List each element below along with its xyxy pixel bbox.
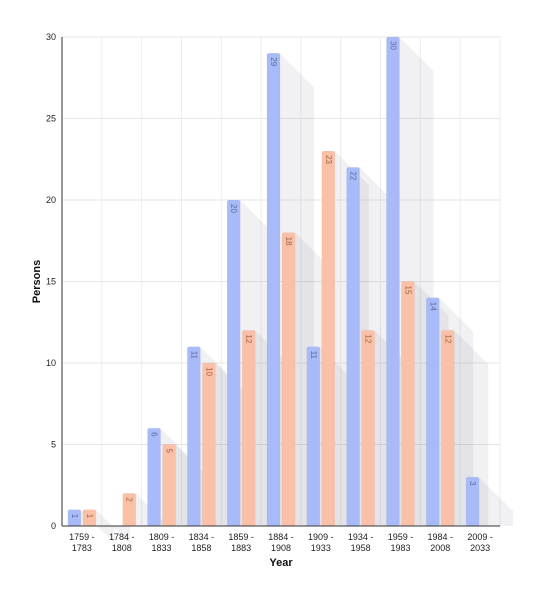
bar-value-label: 11 xyxy=(189,351,198,360)
bar-value-label: 12 xyxy=(364,334,373,343)
x-axis-title: Year xyxy=(269,557,293,569)
bar xyxy=(281,232,296,527)
y-tick-label: 20 xyxy=(46,195,56,205)
bar xyxy=(361,330,375,527)
bar xyxy=(321,150,336,527)
bar-value-label: 14 xyxy=(428,302,437,311)
y-tick-label: 15 xyxy=(46,277,56,287)
x-tick-label: 1884 -1908 xyxy=(268,532,294,553)
x-tick-label: 1934 -1958 xyxy=(348,532,374,553)
bar-value-label: 12 xyxy=(443,334,452,343)
y-axis-title: Persons xyxy=(31,260,43,303)
bar xyxy=(441,330,455,527)
bar xyxy=(266,53,281,527)
bar-value-label: 3 xyxy=(468,481,477,486)
bar-value-label: 22 xyxy=(349,171,358,180)
bar xyxy=(346,167,360,527)
x-tick-label: 1909 -1933 xyxy=(308,532,334,553)
bar xyxy=(162,444,176,527)
bar xyxy=(426,297,440,527)
y-tick-label: 30 xyxy=(46,32,56,42)
bar xyxy=(147,427,161,527)
y-tick-label: 0 xyxy=(51,521,56,531)
x-tick-label: 1959 -1983 xyxy=(388,532,414,553)
bar xyxy=(306,346,321,527)
bar-value-label: 23 xyxy=(324,155,333,164)
bar-shadow xyxy=(454,330,489,526)
bar-value-label: 10 xyxy=(204,367,213,376)
bar-value-label: 15 xyxy=(403,286,412,295)
x-tick-label: 1809 -1833 xyxy=(149,532,175,553)
bar xyxy=(202,362,216,527)
bar-value-label: 1 xyxy=(85,514,94,519)
x-tick-label: 1784 -1808 xyxy=(109,532,135,553)
x-tick-label: 1759 -1783 xyxy=(69,532,95,553)
x-tick-label: 1859 -1883 xyxy=(228,532,254,553)
bar-value-label: 18 xyxy=(284,237,293,246)
bar-shadow xyxy=(479,477,514,526)
grid xyxy=(61,36,501,527)
bar xyxy=(386,36,400,527)
bar-value-label: 12 xyxy=(244,334,253,343)
bar-value-label: 30 xyxy=(388,41,397,50)
x-tick-label: 1984 -2008 xyxy=(428,532,454,553)
bar xyxy=(401,281,415,527)
bar-value-label: 2 xyxy=(125,497,134,502)
x-tick-label: 2009 -2033 xyxy=(467,532,493,553)
bar-shadow xyxy=(95,509,130,544)
bar-value-label: 11 xyxy=(309,351,318,360)
bars xyxy=(67,36,480,527)
bar-value-label: 5 xyxy=(165,449,174,454)
bar-value-label: 29 xyxy=(269,57,278,66)
bar-value-label: 20 xyxy=(229,204,238,213)
bar-value-label: 1 xyxy=(70,514,79,519)
bar xyxy=(241,330,256,527)
bar xyxy=(187,346,201,527)
bar xyxy=(226,199,241,527)
bar-value-label: 6 xyxy=(150,432,159,437)
y-tick-label: 25 xyxy=(46,114,56,124)
y-tick-label: 10 xyxy=(46,358,56,368)
y-tick-label: 5 xyxy=(51,440,56,450)
x-tick-label: 1834 -1858 xyxy=(189,532,215,553)
